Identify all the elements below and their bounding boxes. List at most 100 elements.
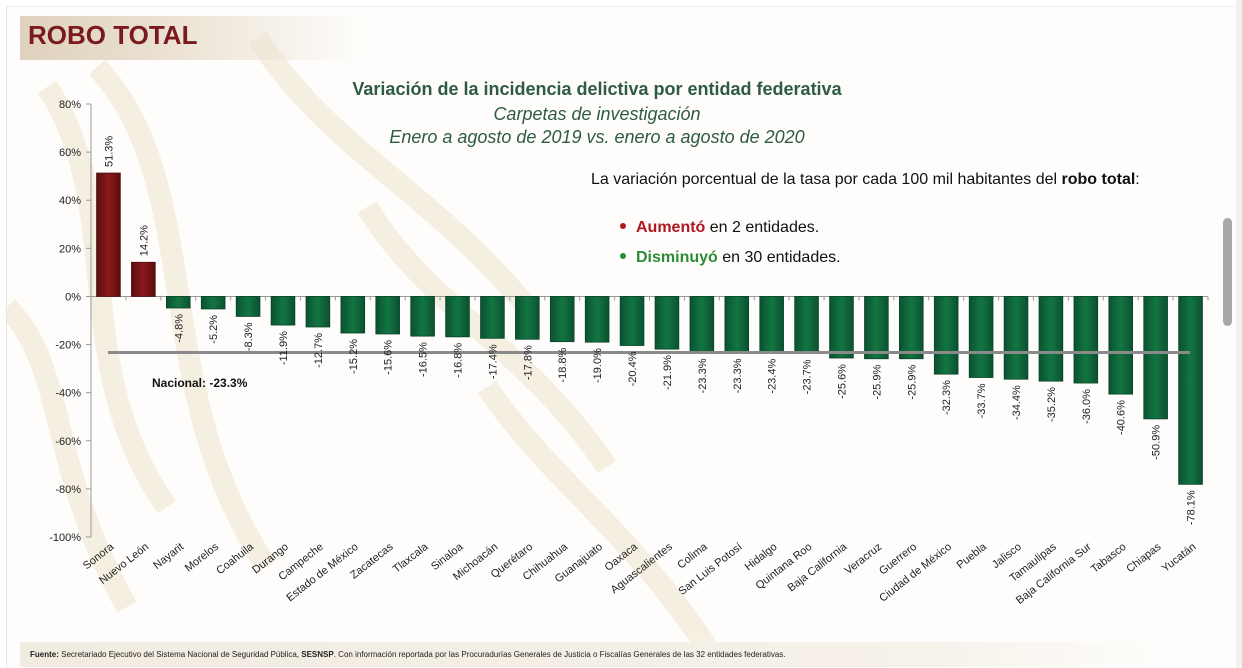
data-label: -23.3% — [732, 358, 744, 393]
data-label: -16.8% — [453, 343, 465, 378]
data-label: -35.2% — [1046, 387, 1058, 422]
summary-note-bold: robo total — [1061, 171, 1136, 188]
bar — [200, 296, 226, 310]
footer-label: Fuente: — [30, 650, 59, 659]
footer-band — [20, 642, 1150, 667]
y-tick-label: -100% — [49, 532, 81, 544]
data-label: -36.0% — [1081, 389, 1093, 424]
data-label: -12.7% — [313, 333, 325, 368]
source-footer: Fuente: Secretariado Ejecutivo del Siste… — [30, 650, 786, 659]
data-label: -8.3% — [243, 322, 255, 351]
y-tick-label: -80% — [55, 484, 81, 496]
bar — [724, 296, 750, 353]
summary-note-colon: : — [1135, 171, 1140, 188]
y-tick-label: 60% — [59, 147, 81, 159]
bullet-dot-icon — [620, 222, 626, 229]
bullet-decrease-highlight: Disminuyó — [636, 249, 718, 266]
bullet-decrease: Disminuyó en 30 entidades. — [620, 249, 841, 267]
data-label: -17.4% — [487, 344, 499, 379]
data-label: -16.5% — [418, 342, 430, 377]
footer-text-2: . Con información reportada por las Proc… — [333, 650, 786, 659]
x-tick-label: Veracruz — [843, 541, 885, 577]
bar — [1073, 296, 1099, 384]
national-average-label: Nacional: -23.3% — [152, 376, 248, 390]
x-tick-label: Chiapas — [1124, 541, 1164, 576]
footer-sesnsp: SESNSP — [301, 650, 334, 659]
data-label: -15.2% — [348, 339, 360, 374]
data-label: 51.3% — [103, 136, 115, 167]
vertical-scrollbar[interactable] — [1223, 218, 1232, 326]
chart-title: Variación de la incidencia delictiva por… — [352, 79, 842, 99]
x-tick-label: Aguascalientes — [609, 541, 676, 597]
x-tick-label: Tlaxcala — [391, 540, 431, 575]
x-tick-label: Puebla — [955, 540, 990, 571]
data-label: -25.6% — [836, 364, 848, 399]
data-label: -33.7% — [976, 383, 988, 418]
summary-note: La variación porcentual de la tasa por c… — [591, 170, 1191, 190]
bullet-decrease-text: en 30 entidades. — [717, 249, 841, 266]
bar — [549, 296, 575, 343]
section-title-band — [20, 16, 360, 60]
y-tick-label: -40% — [55, 388, 81, 400]
data-label: -50.9% — [1151, 425, 1163, 460]
y-tick-label: -20% — [55, 340, 81, 352]
bar — [584, 296, 610, 343]
y-tick-label: 20% — [59, 243, 81, 255]
bullet-increase-text: en 2 entidades. — [705, 219, 820, 236]
bar — [445, 296, 470, 338]
data-label: -23.3% — [697, 358, 709, 393]
bullet-increase: Aumentó en 2 entidades. — [620, 219, 819, 237]
x-tick-label: Yucatán — [1160, 541, 1199, 575]
y-tick-label: 80% — [59, 99, 81, 111]
bar — [1178, 296, 1203, 485]
bar — [165, 296, 191, 309]
bar — [689, 296, 715, 353]
bar — [968, 296, 994, 378]
chart-period: Enero a agosto de 2019 vs. enero a agost… — [389, 127, 805, 147]
data-label: -11.9% — [278, 331, 290, 365]
bar — [480, 296, 505, 339]
bar — [340, 296, 366, 334]
data-label: -17.8% — [522, 345, 534, 380]
data-label: -19.0% — [592, 348, 604, 383]
data-label: -25.9% — [906, 365, 918, 400]
bullet-dot-icon — [620, 252, 626, 259]
data-label: -23.4% — [767, 359, 779, 394]
y-tick-label: -60% — [55, 436, 81, 448]
data-label: -23.7% — [802, 359, 814, 394]
bar — [96, 172, 121, 297]
x-tick-label: Tabasco — [1089, 541, 1129, 576]
bar — [235, 296, 261, 317]
bar — [305, 296, 331, 328]
window-edge — [1236, 0, 1242, 667]
x-tick-label: San Luis Potosí — [676, 541, 744, 598]
bar — [794, 296, 819, 354]
bar — [515, 296, 540, 340]
data-label: -34.4% — [1011, 385, 1023, 420]
data-labels: 51.3% 14.2% -4.8% -5.2% -8.3% -11.9% -12.7% -15… — [103, 136, 1197, 526]
data-label: -78.1% — [1186, 490, 1198, 525]
bar — [131, 261, 156, 297]
bar — [654, 296, 680, 350]
data-label: -5.2% — [208, 315, 220, 344]
data-label: -40.6% — [1116, 400, 1128, 435]
bar — [375, 296, 400, 335]
bullet-increase-highlight: Aumentó — [636, 219, 706, 236]
bar — [933, 296, 959, 375]
section-title: ROBO TOTAL — [28, 20, 198, 50]
national-reference: Nacional: -23.3% — [108, 350, 1190, 390]
bar — [899, 296, 924, 360]
data-label: -4.8% — [173, 314, 185, 343]
bar — [410, 296, 435, 337]
data-label: -25.9% — [871, 365, 883, 400]
bar — [619, 296, 645, 346]
bar — [759, 296, 784, 354]
bar — [1038, 296, 1064, 382]
bar — [1108, 296, 1134, 395]
data-label: -21.9% — [662, 355, 674, 390]
summary-note-text: La variación porcentual de la tasa por c… — [591, 171, 1062, 188]
bar — [270, 296, 296, 326]
chart-subtitle: Carpetas de investigación — [493, 104, 701, 124]
